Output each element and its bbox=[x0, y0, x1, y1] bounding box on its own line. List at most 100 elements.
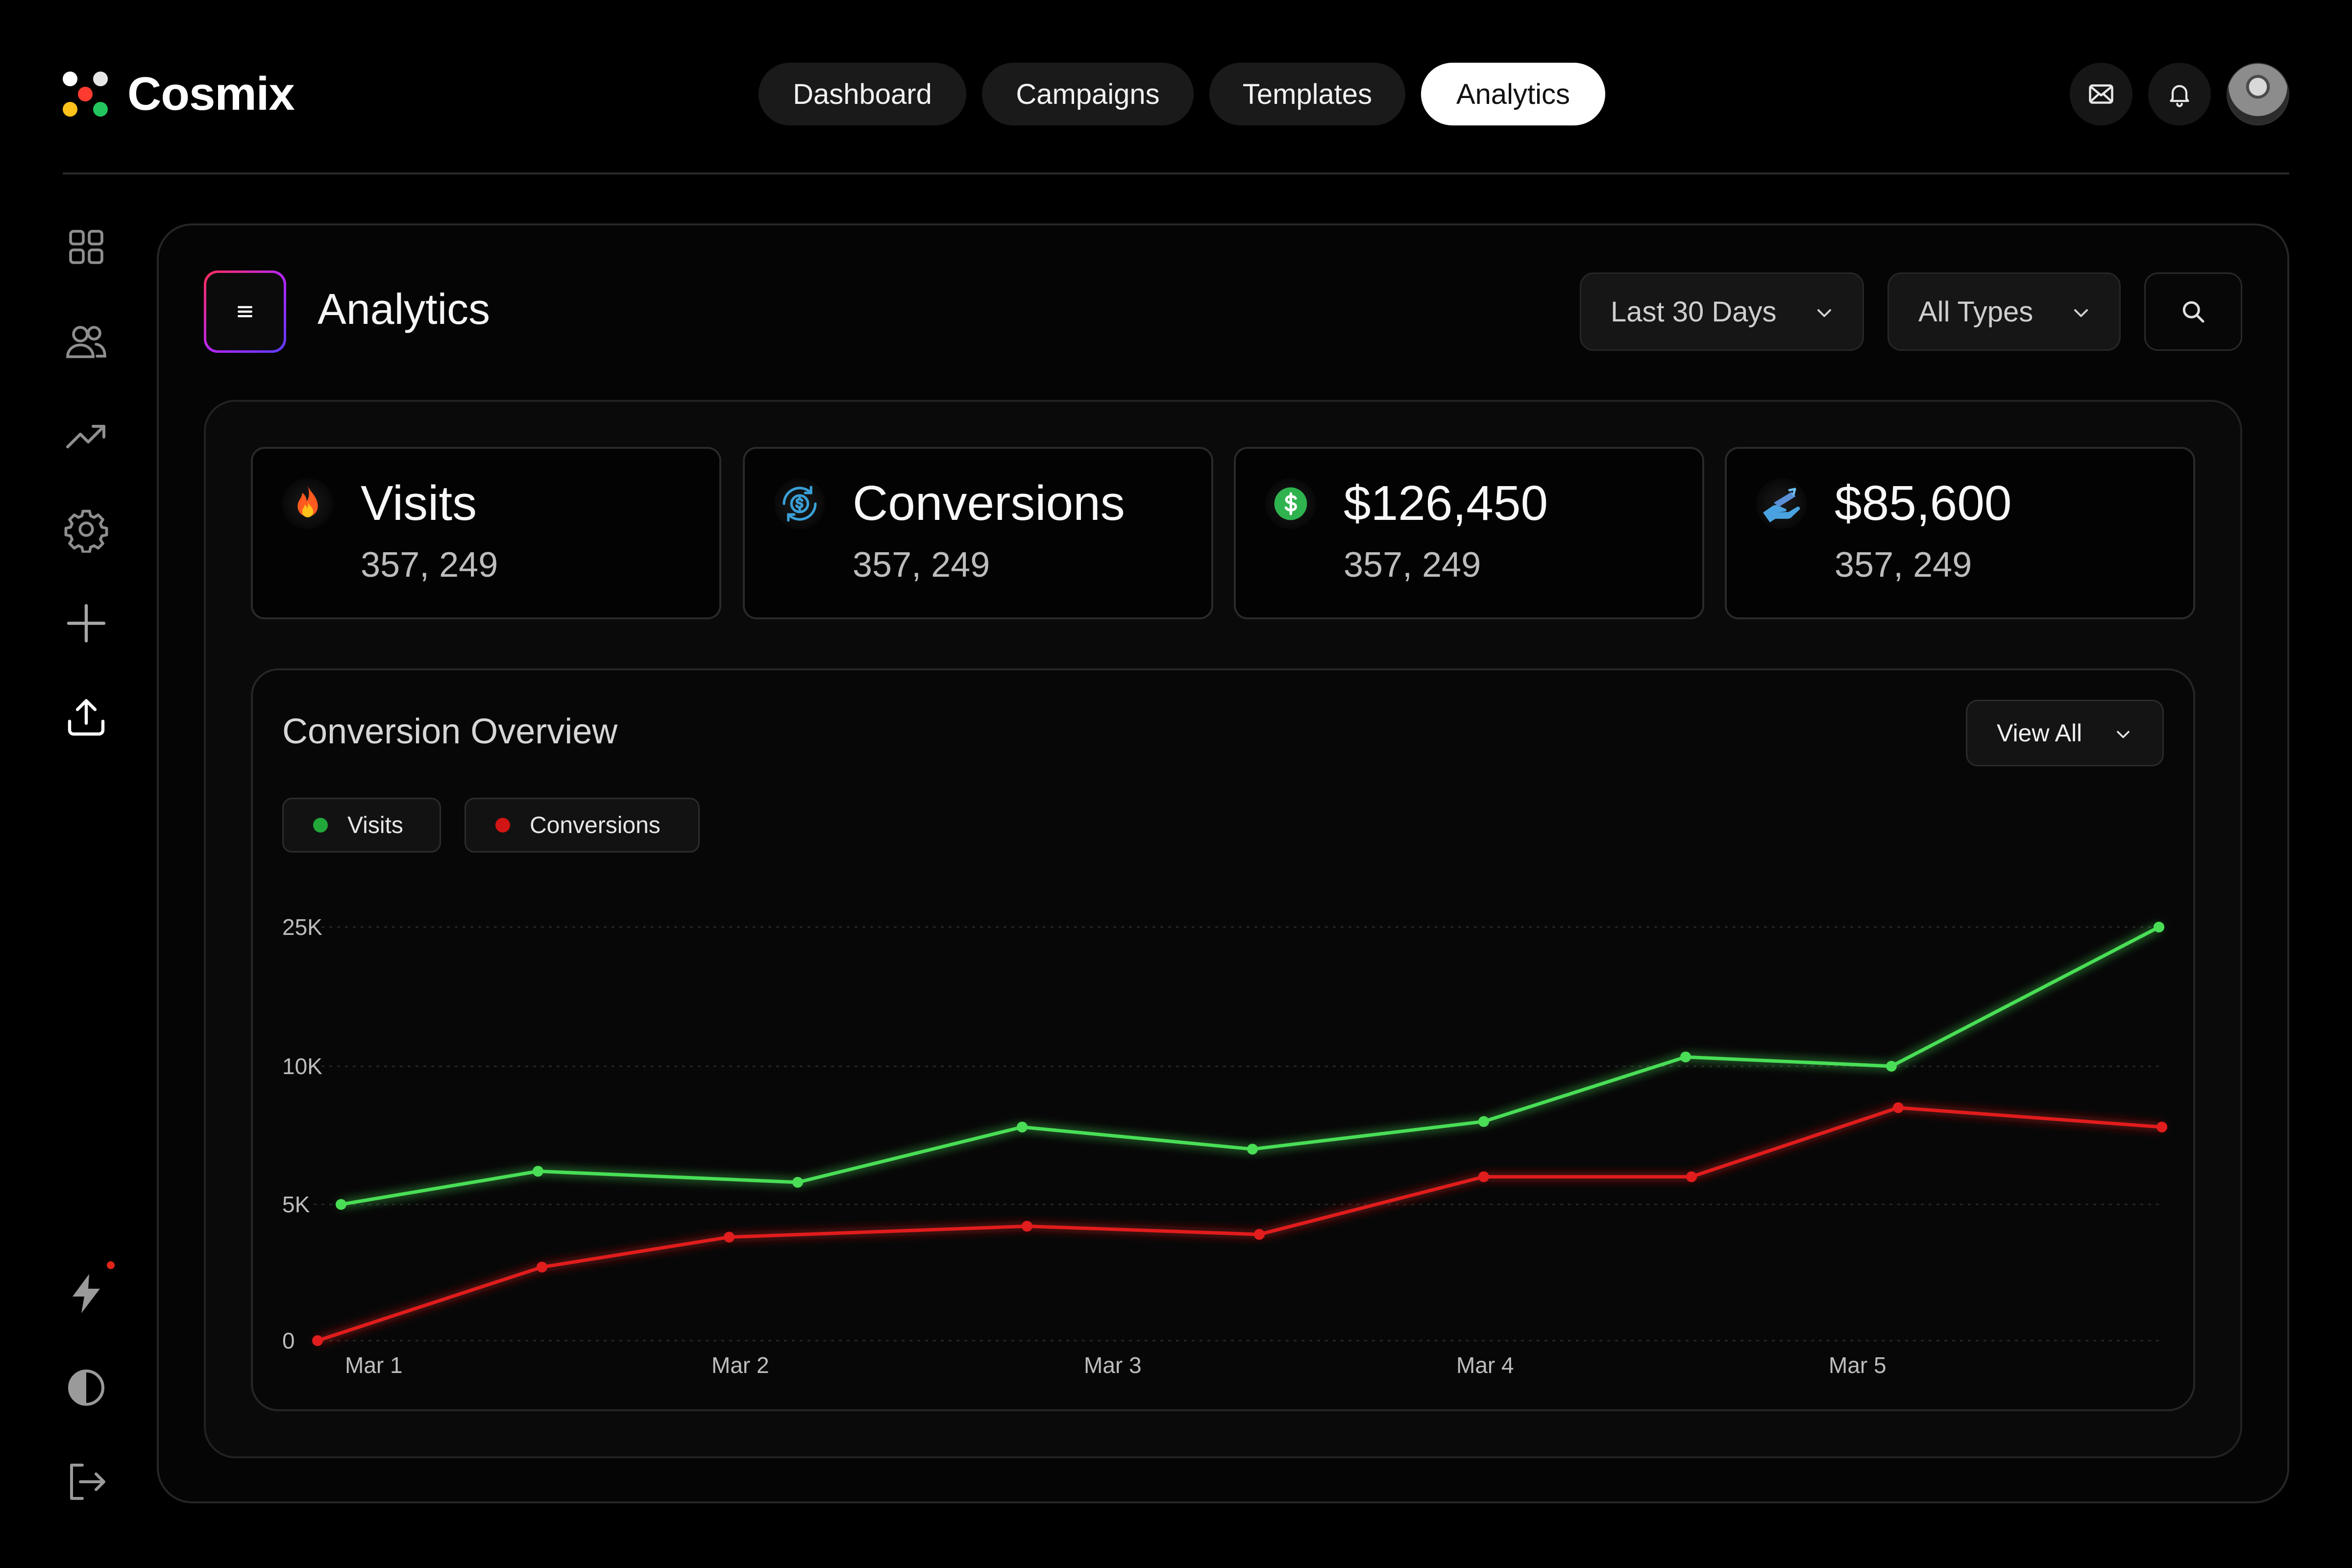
data-point-conversions bbox=[1893, 1102, 1904, 1113]
users-icon bbox=[66, 326, 106, 358]
y-tick-label: 0 bbox=[282, 1328, 295, 1353]
x-tick-label: Mar 1 bbox=[345, 1352, 403, 1378]
header-divider bbox=[63, 172, 2289, 174]
data-point-conversions bbox=[312, 1335, 323, 1346]
y-tick-label: 10K bbox=[282, 1054, 322, 1079]
menu-button[interactable] bbox=[204, 270, 286, 353]
stat-title: $126,450 bbox=[1344, 476, 1548, 531]
legend-label: Conversions bbox=[530, 812, 661, 838]
stat-card-revenue[interactable]: $126,450 357, 249 bbox=[1234, 447, 1704, 619]
data-point-conversions bbox=[724, 1231, 735, 1243]
legend-dot bbox=[313, 818, 328, 833]
sidebar-item-theme[interactable] bbox=[59, 1360, 114, 1415]
data-point-visits bbox=[1017, 1122, 1028, 1133]
hamburger-icon bbox=[237, 306, 253, 318]
stat-value: 357, 249 bbox=[1835, 545, 1972, 585]
chevron-down-icon bbox=[2117, 731, 2130, 738]
sidebar-item-trends[interactable] bbox=[59, 408, 114, 463]
stat-title: $85,600 bbox=[1835, 476, 2012, 531]
search-button[interactable] bbox=[2144, 272, 2242, 351]
data-point-visits bbox=[1247, 1144, 1258, 1155]
brand[interactable]: Cosmix bbox=[63, 67, 295, 122]
legend-item-visits[interactable]: Visits bbox=[282, 798, 441, 853]
data-point-visits bbox=[2154, 922, 2164, 932]
view-all-label: View All bbox=[1997, 719, 2082, 747]
data-point-visits bbox=[533, 1166, 543, 1177]
x-tick-label: Mar 2 bbox=[711, 1352, 769, 1378]
data-point-conversions bbox=[2156, 1122, 2167, 1133]
plus-icon bbox=[67, 604, 106, 643]
chevron-down-icon bbox=[2074, 309, 2088, 317]
sidebar-item-power[interactable] bbox=[59, 1266, 114, 1321]
tab-dashboard[interactable]: Dashboard bbox=[759, 63, 966, 125]
contrast-icon bbox=[68, 1370, 104, 1406]
legend-dot bbox=[495, 818, 510, 833]
data-point-visits bbox=[1886, 1061, 1897, 1072]
y-tick-label: 5K bbox=[282, 1192, 310, 1217]
data-point-visits bbox=[792, 1176, 803, 1188]
sidebar-item-logout[interactable] bbox=[59, 1454, 114, 1509]
notification-dot bbox=[107, 1261, 115, 1269]
sidebar-item-settings[interactable] bbox=[59, 502, 114, 557]
type-value: All Types bbox=[1918, 295, 2034, 328]
upload-icon bbox=[68, 699, 105, 736]
trending-up-icon bbox=[66, 425, 105, 448]
page-title: Analytics bbox=[318, 285, 490, 333]
sync-dollar-icon bbox=[774, 478, 825, 529]
brand-name: Cosmix bbox=[127, 68, 295, 120]
bell-icon bbox=[2170, 85, 2189, 107]
conversion-overview-card bbox=[251, 668, 2195, 1411]
stat-title: Conversions bbox=[853, 476, 1125, 531]
top-bar: Cosmix Dashboard Campaigns Templates Ana… bbox=[0, 0, 2352, 174]
sidebar-item-upload[interactable] bbox=[59, 690, 114, 745]
x-tick-label: Mar 4 bbox=[1456, 1352, 1514, 1378]
data-point-conversions bbox=[1686, 1171, 1697, 1182]
logout-icon bbox=[70, 1464, 105, 1500]
hand-money-icon bbox=[1756, 478, 1807, 529]
logo-dot bbox=[93, 102, 108, 117]
sidebar-item-users[interactable] bbox=[59, 314, 114, 368]
logo-dot bbox=[63, 102, 77, 117]
data-point-visits bbox=[1680, 1052, 1691, 1063]
type-dropdown[interactable]: All Types bbox=[1887, 272, 2121, 351]
search-icon bbox=[2182, 301, 2205, 323]
chart-title: Conversion Overview bbox=[282, 712, 618, 751]
data-point-conversions bbox=[1022, 1221, 1032, 1232]
x-tick-label: Mar 3 bbox=[1084, 1352, 1142, 1378]
data-point-visits bbox=[336, 1199, 346, 1210]
grid-icon bbox=[69, 230, 103, 264]
tab-analytics[interactable]: Analytics bbox=[1421, 63, 1605, 125]
notifications-button[interactable] bbox=[2148, 63, 2211, 125]
user-avatar[interactable] bbox=[2227, 63, 2289, 125]
data-point-conversions bbox=[1478, 1171, 1489, 1182]
x-tick-label: Mar 5 bbox=[1829, 1352, 1886, 1378]
bolt-icon bbox=[73, 1274, 100, 1313]
tab-campaigns[interactable]: Campaigns bbox=[982, 63, 1194, 125]
stat-value: 357, 249 bbox=[361, 545, 498, 585]
mail-icon bbox=[2089, 84, 2113, 104]
logo-icon bbox=[63, 72, 108, 117]
date-range-value: Last 30 Days bbox=[1611, 295, 1777, 328]
tab-templates[interactable]: Templates bbox=[1209, 63, 1405, 125]
view-all-dropdown[interactable]: View All bbox=[1966, 700, 2164, 766]
logo-dot bbox=[78, 87, 93, 101]
stat-card-visits[interactable]: Visits 357, 249 bbox=[251, 447, 721, 619]
stat-card-conversions[interactable]: Conversions 357, 249 bbox=[743, 447, 1213, 619]
date-range-dropdown[interactable]: Last 30 Days bbox=[1580, 272, 1864, 351]
legend-item-conversions[interactable]: Conversions bbox=[465, 798, 700, 853]
stat-card-payouts[interactable]: $85,600 357, 249 bbox=[1725, 447, 2195, 619]
sidebar-item-dashboard[interactable] bbox=[59, 220, 114, 274]
mail-button[interactable] bbox=[2070, 63, 2132, 125]
logo-dot bbox=[93, 72, 108, 86]
gear-icon bbox=[64, 510, 108, 553]
stat-value: 357, 249 bbox=[853, 545, 990, 585]
stat-title: Visits bbox=[361, 476, 477, 531]
dollar-circle-icon bbox=[1265, 478, 1316, 529]
chevron-down-icon bbox=[1817, 309, 1831, 317]
sidebar-item-add[interactable] bbox=[59, 596, 114, 651]
data-point-conversions bbox=[1254, 1229, 1265, 1240]
data-point-conversions bbox=[537, 1261, 547, 1273]
fire-icon bbox=[282, 478, 333, 529]
legend-label: Visits bbox=[347, 812, 403, 838]
